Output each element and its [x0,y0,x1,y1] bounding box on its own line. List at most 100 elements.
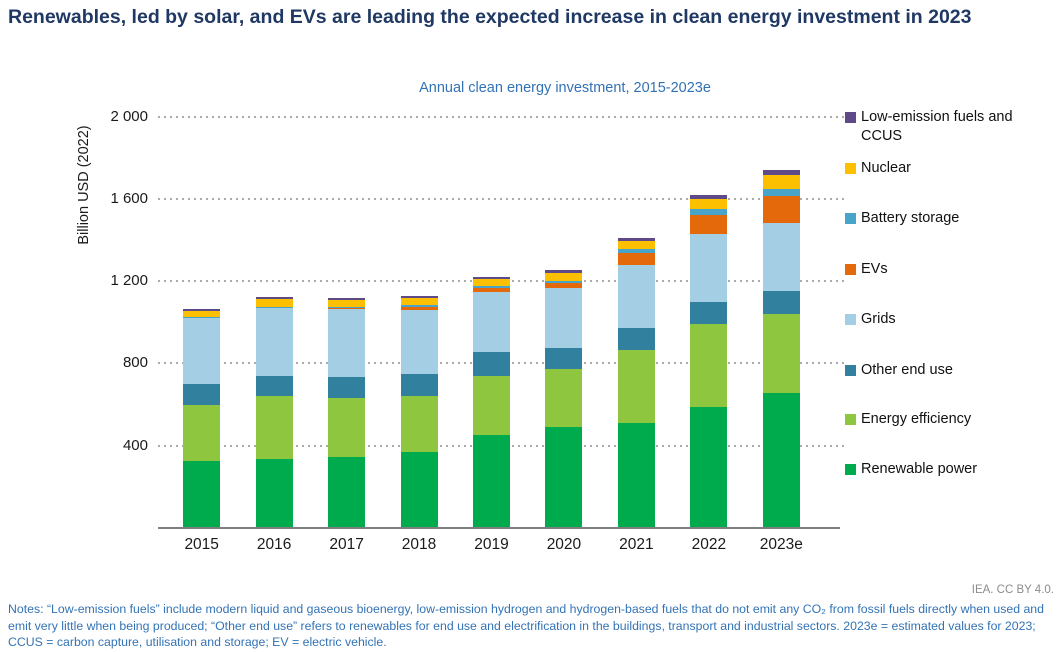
gridline-400 [158,444,845,447]
bar-segment-2015-grids [183,317,221,384]
gridline-2000 [158,115,845,118]
bar-segment-2022-energy-efficiency [690,324,728,407]
bar-segment-2019-other-end-use [473,352,510,376]
bar-segment-2020-renewable-power [545,427,583,528]
bar-segment-2018-energy-efficiency [400,396,438,452]
bar-segment-2017-grids [328,308,366,377]
legend-item-renewable-power: Renewable power [845,460,1050,479]
legend-swatch-battery-storage [845,213,856,224]
x-tick-label-2018: 2018 [401,536,437,553]
bar-segment-2019-renewable-power [473,435,510,528]
gridline-1600 [158,197,845,200]
bar-segment-2018-renewable-power [400,451,438,528]
bar-segment-2016-renewable-power [255,459,293,528]
bar-segment-2017-battery-storage [328,306,366,308]
bar-segment-2020-other-end-use [545,348,583,369]
bar-segment-2022-other-end-use [690,301,728,325]
bar-segment-2020-nuclear [545,272,583,281]
bar-segment-2017-energy-efficiency [328,398,366,458]
legend-item-evs: EVs [845,260,1050,279]
legend-label-evs: EVs [861,261,888,277]
bar-segment-2016-energy-efficiency [255,396,293,460]
x-tick-label-2020: 2020 [546,536,582,553]
legend-item-battery-storage: Battery storage [845,209,1050,228]
page-title: Renewables, led by solar, and EVs are le… [8,6,972,28]
bar-segment-2021-renewable-power [617,423,655,528]
legend-label-low-emission-fuels-and-ccus: Low-emission fuels and CCUS [861,109,1013,144]
bar-segment-2019-battery-storage [473,286,510,289]
gridline-800 [158,362,845,365]
bar-segment-2019-evs [473,288,510,293]
bar-segment-2023e-battery-storage [762,188,800,196]
bar-segment-2017-low-emission-fuels-and-ccus [328,298,366,301]
x-tick-label-2019: 2019 [474,536,509,553]
legend-label-renewable-power: Renewable power [861,461,978,477]
bar-segment-2020-battery-storage [545,280,583,284]
bar-segment-2021-nuclear [617,241,655,250]
bar-segment-2018-nuclear [400,297,438,305]
bar-segment-2015-low-emission-fuels-and-ccus [183,309,221,311]
legend-label-other-end-use: Other end use [861,362,953,378]
y-tick-label: 400 [122,436,148,454]
bar-segment-2020-energy-efficiency [545,368,583,428]
bar-segment-2016-nuclear [255,298,293,307]
bar-segment-2016-other-end-use [255,375,293,397]
legend-swatch-grids [845,314,856,325]
legend-swatch-energy-efficiency [845,414,856,425]
bar-segment-2021-battery-storage [617,249,655,254]
bar-segment-2018-grids [400,309,438,374]
y-tick-label: 2 000 [110,107,148,125]
bar-segment-2023e-evs [762,195,800,223]
bar-segment-2022-evs [690,215,728,234]
bar-segment-2017-nuclear [328,300,366,307]
legend-swatch-other-end-use [845,365,856,376]
legend-label-nuclear: Nuclear [861,160,911,176]
legend-item-nuclear: Nuclear [845,159,1050,178]
bar-segment-2018-other-end-use [400,373,438,397]
y-axis-title: Billion USD (2022) [76,125,92,245]
bar-segment-2022-low-emission-fuels-and-ccus [690,195,728,199]
bar-segment-2022-renewable-power [690,406,728,528]
bar-segment-2022-battery-storage [690,209,728,216]
x-tick-label-2021: 2021 [619,536,654,553]
bar-segment-2023e-nuclear [762,175,800,189]
legend-swatch-low-emission-fuels-and-ccus [845,112,856,123]
bar-segment-2015-other-end-use [183,384,221,405]
bar-segment-2023e-low-emission-fuels-and-ccus [762,170,800,176]
bar-segment-2023e-grids [762,222,800,292]
x-tick-label-2022: 2022 [691,536,727,553]
legend-label-energy-efficiency: Energy efficiency [861,411,972,427]
bar-segment-2020-evs [545,283,583,289]
bar-segment-2022-nuclear [690,198,728,210]
bar-segment-2017-renewable-power [328,457,366,528]
bar-segment-2023e-other-end-use [762,291,800,315]
x-tick-label-2017: 2017 [329,536,364,553]
x-tick-label-2015: 2015 [184,536,219,553]
gridline-1200 [158,280,845,283]
x-tick-label-2023e: 2023e [759,536,803,553]
x-tick-label-2016: 2016 [256,536,292,553]
bar-segment-2020-low-emission-fuels-and-ccus [545,270,583,273]
bar-segment-2018-evs [400,306,438,310]
bar-segment-2019-low-emission-fuels-and-ccus [473,277,510,280]
bar-segment-2019-nuclear [473,279,510,287]
legend-label-battery-storage: Battery storage [861,210,960,226]
bar-segment-2017-other-end-use [328,376,366,399]
legend-item-low-emission-fuels-and-ccus: Low-emission fuels and CCUS [845,108,1050,146]
bar-segment-2019-grids [473,292,510,353]
bar-segment-2023e-renewable-power [762,393,800,528]
bar-segment-2021-energy-efficiency [617,350,655,424]
legend-swatch-nuclear [845,163,856,174]
legend-swatch-evs [845,264,856,275]
bar-segment-2015-energy-efficiency [183,404,221,462]
x-axis-line [158,527,840,529]
bar-segment-2017-evs [328,307,366,309]
legend-swatch-renewable-power [845,464,856,475]
y-tick-label: 800 [122,354,148,372]
bar-segment-2021-other-end-use [617,328,655,351]
legend-label-grids: Grids [861,311,896,327]
bar-segment-2018-battery-storage [400,304,438,307]
